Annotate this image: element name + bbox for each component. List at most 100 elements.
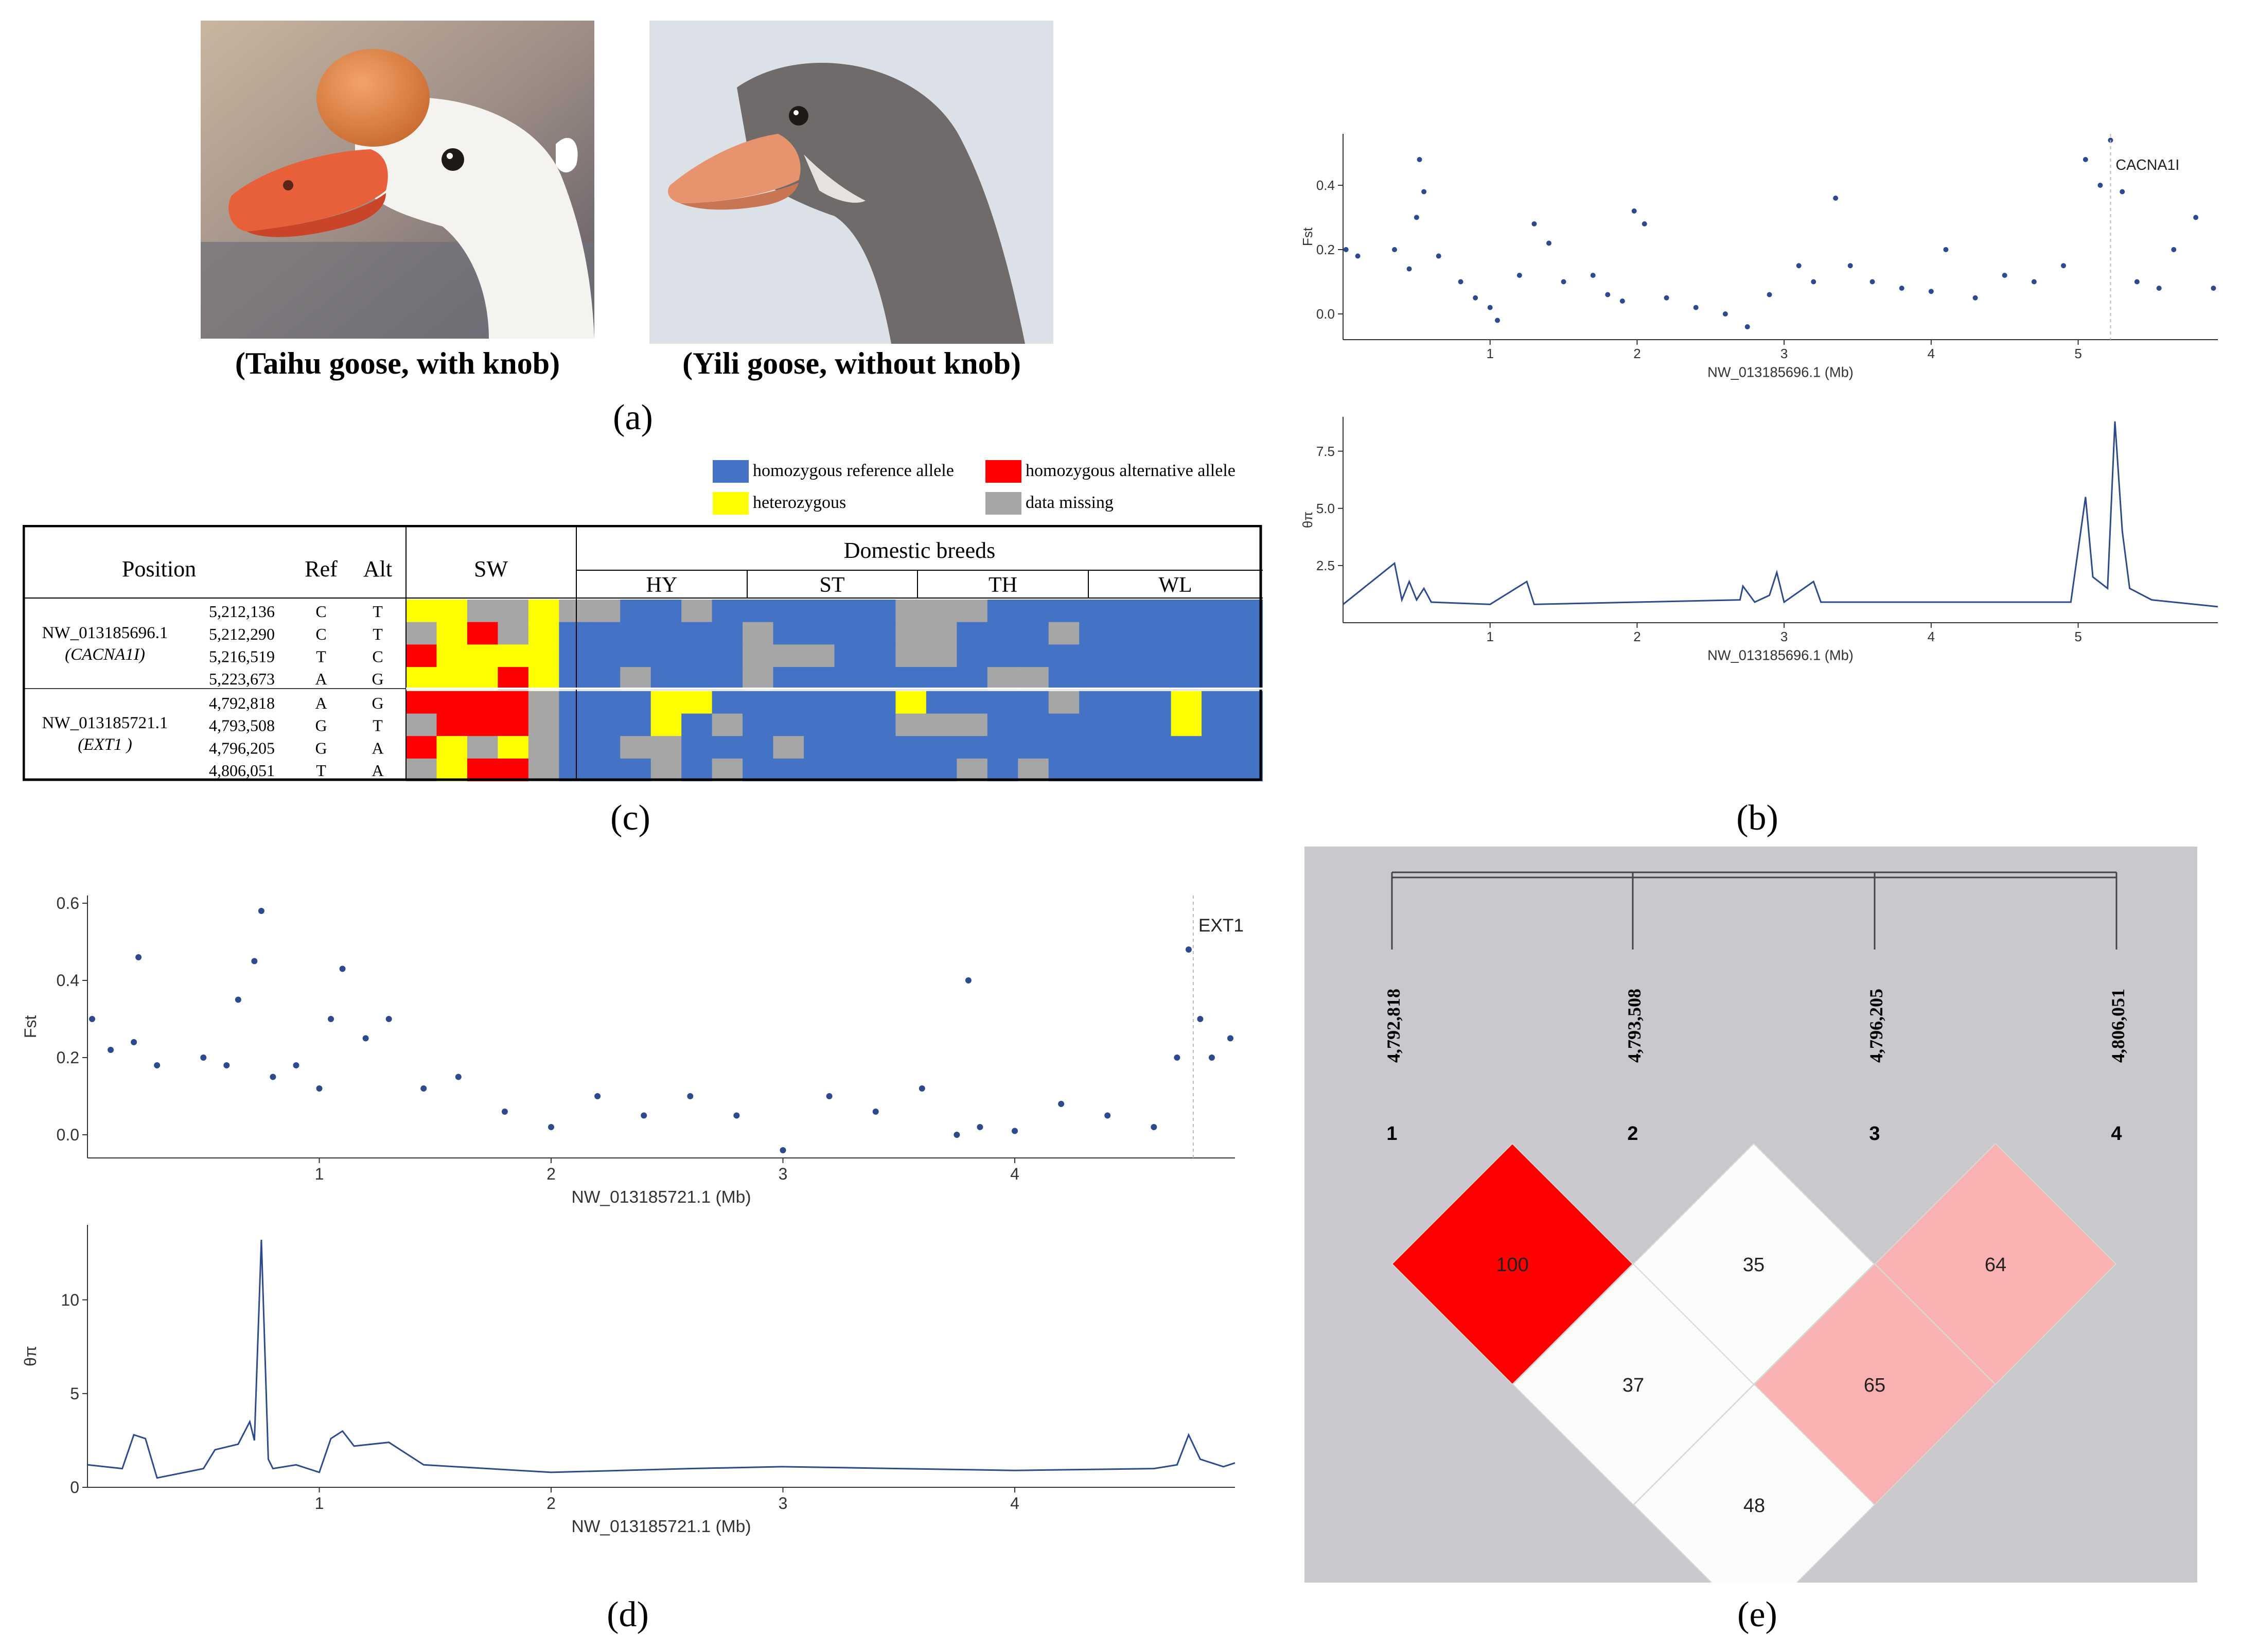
data-point [455, 1074, 462, 1080]
legend-label-missing: data missing [1026, 493, 1114, 512]
genotype-cell [528, 667, 559, 690]
data-point [200, 1055, 207, 1061]
genotype-cell [650, 691, 682, 714]
x-tick-label: 1 [315, 1165, 324, 1183]
genotype-cell [498, 758, 529, 782]
yili-goose-caption: (Yili goose, without knob) [682, 346, 1021, 380]
data-point [1473, 295, 1478, 301]
genotype-cell [895, 667, 927, 690]
data-point [2211, 286, 2216, 291]
ld-value: 65 [1864, 1375, 1885, 1396]
genotype-cell [895, 600, 927, 623]
genotype-cell [559, 667, 590, 690]
genotype-cell [895, 691, 927, 714]
header-ref: Ref [305, 556, 338, 582]
data-point [1458, 279, 1463, 285]
row-ref: T [316, 761, 326, 780]
row-ref: A [315, 694, 327, 712]
genotype-cell [1202, 736, 1233, 759]
y-tick-label: 0.0 [57, 1126, 79, 1144]
data-point [872, 1109, 879, 1115]
genotype-cell [436, 736, 468, 759]
genotype-cell [589, 736, 621, 759]
taihu-goose-photo [201, 21, 594, 339]
genotype-cell [1109, 713, 1141, 736]
genotype-cell [773, 622, 804, 645]
data-point [954, 1132, 960, 1138]
genotype-cell [987, 758, 1018, 782]
legend-swatch-ref [713, 460, 749, 483]
genotype-cell [712, 622, 743, 645]
genotype-cell [1232, 713, 1263, 736]
data-point [501, 1109, 508, 1115]
genotype-cell [498, 691, 529, 714]
genotype-cell [467, 644, 498, 667]
genotype-cell [712, 600, 743, 623]
data-point [223, 1062, 230, 1068]
ld-marker-2: 4,793,508 [1624, 989, 1645, 1063]
series-line [1343, 421, 2218, 608]
genotype-cell [681, 691, 713, 714]
genotype-cell [957, 691, 988, 714]
data-point [2171, 247, 2177, 252]
y-tick-label: 5.0 [1316, 501, 1335, 516]
header-domestic: Domestic breeds [844, 538, 995, 563]
genotype-cell [834, 600, 866, 623]
y-tick-label: 10 [61, 1291, 79, 1309]
genotype-cell [957, 667, 988, 690]
y-axis-label: Fst [1300, 227, 1315, 246]
data-point [2120, 189, 2125, 195]
data-point [2193, 215, 2199, 220]
x-tick-label: 4 [1010, 1494, 1019, 1513]
genotype-cell [743, 644, 774, 667]
data-point [1197, 1016, 1204, 1022]
y-tick-label: 0.2 [57, 1048, 79, 1067]
data-point [687, 1093, 694, 1099]
x-axis-label: NW_013185696.1 (Mb) [1707, 364, 1854, 380]
data-point [2097, 183, 2103, 188]
y-tick-label: 7.5 [1316, 444, 1335, 459]
genotype-cell [1171, 713, 1202, 736]
genotype-cell [1171, 667, 1202, 690]
genotype-cell [467, 691, 498, 714]
genotype-cell [987, 644, 1018, 667]
row-pos: 5,212,136 [209, 602, 275, 621]
genotype-cell [406, 600, 437, 623]
genotype-cell [926, 691, 957, 714]
series-line [87, 1240, 1236, 1479]
row-alt: T [373, 625, 383, 643]
x-tick-label: 2 [1633, 629, 1640, 644]
data-point [1590, 273, 1596, 278]
genotype-cell [743, 691, 774, 714]
genotype-cell [436, 622, 468, 645]
genotype-cell [1140, 622, 1172, 645]
genotype-cell [895, 713, 927, 736]
row-alt: G [372, 694, 383, 712]
data-point [1744, 324, 1750, 329]
genotype-cell [589, 644, 621, 667]
genotype-cell [957, 600, 988, 623]
data-point [1619, 298, 1625, 304]
genotype-cell [650, 667, 682, 690]
y-tick-label: 0.0 [1316, 306, 1335, 322]
annotation-label: CACNA1I [2115, 157, 2179, 173]
genotype-cell [406, 691, 437, 714]
data-point [1495, 318, 1500, 323]
genotype-cell [681, 622, 713, 645]
genotype-cell [1048, 736, 1080, 759]
chart-d-pi: 1 2 3 4 0 5 10 NW_013185721.1 (Mb) θπ [21, 1225, 1236, 1536]
genotype-cell [1202, 622, 1233, 645]
genotype-cell [406, 644, 437, 667]
panel-d-label: (d) [607, 1595, 649, 1635]
data-point [1847, 263, 1853, 269]
genotype-cell [498, 713, 529, 736]
genotype-cell [712, 691, 743, 714]
genotype-cell [987, 736, 1018, 759]
genotype-cell [1232, 691, 1263, 714]
data-point [826, 1093, 833, 1099]
data-point [2061, 263, 2066, 269]
genotype-cell [1202, 644, 1233, 667]
genotype-cell [467, 600, 498, 623]
data-point [1227, 1035, 1233, 1042]
x-tick-label: 2 [1633, 346, 1640, 361]
